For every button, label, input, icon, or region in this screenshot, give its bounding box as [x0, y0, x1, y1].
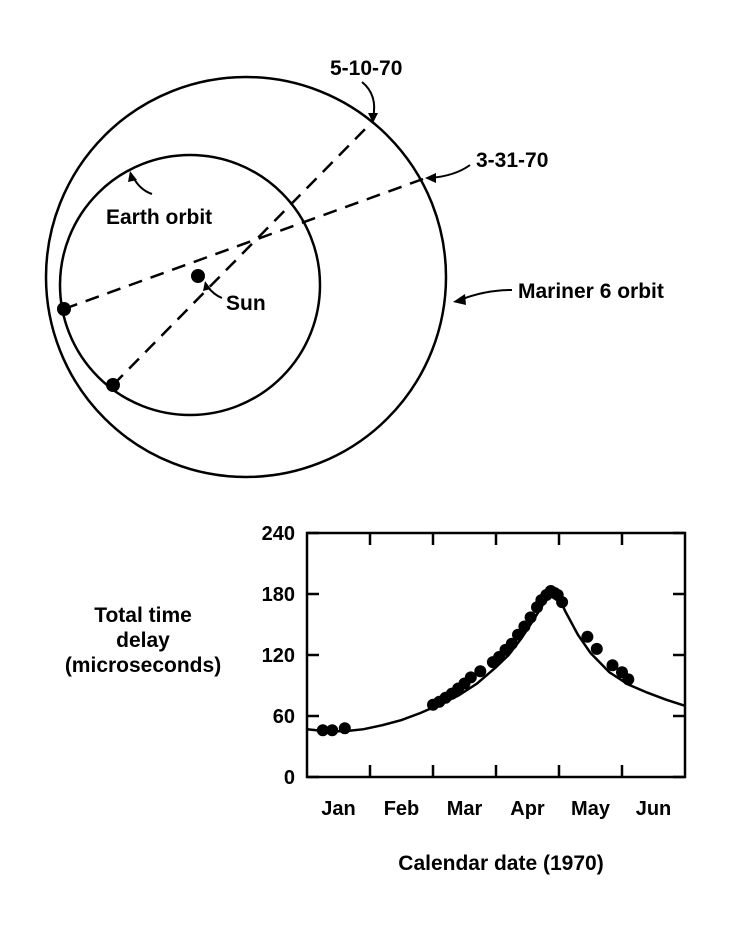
- data-point: [581, 630, 594, 643]
- arrowhead-sun: [203, 281, 211, 291]
- label-sun: Sun: [226, 292, 266, 315]
- y-axis-title: Total time delay (microseconds): [65, 604, 221, 677]
- data-point: [338, 722, 351, 735]
- x-tick-label-mar: Mar: [447, 798, 483, 820]
- y-tick-label: 0: [284, 767, 295, 789]
- data-point: [326, 724, 339, 737]
- earth-position-1: [57, 302, 71, 316]
- data-point: [316, 724, 329, 737]
- x-tick-label-apr: Apr: [510, 798, 545, 820]
- label-3-31-70: 3-31-70: [476, 149, 548, 172]
- data-point: [622, 673, 635, 686]
- data-point: [590, 642, 603, 655]
- arrowhead-mariner-orbit: [453, 294, 466, 305]
- y-tick-label: 120: [262, 645, 295, 667]
- arrow-5-10-70: [361, 81, 376, 119]
- y-axis-ticks: [307, 531, 685, 779]
- y-tick-label: 180: [262, 584, 295, 606]
- data-point: [464, 671, 477, 684]
- arrow-mariner-orbit: [459, 289, 513, 301]
- data-point: [524, 611, 537, 624]
- arrowhead-earth-orbit: [128, 171, 137, 182]
- sightline-3-31-70: [63, 177, 424, 311]
- data-point: [518, 620, 531, 633]
- x-tick-label-jun: Jun: [636, 798, 672, 820]
- data-point: [512, 628, 524, 641]
- y-axis-tick-labels: 0 60 120 180 240: [262, 523, 295, 789]
- arrowhead-3-31-70: [425, 173, 436, 183]
- data-point: [505, 637, 518, 650]
- measured-points: [316, 585, 635, 737]
- x-tick-label-feb: Feb: [384, 798, 420, 820]
- y-tick-label: 60: [273, 706, 295, 728]
- time-delay-chart: 0 60 120 180 240 Jan Feb Mar Apr May Jun Total ti…: [65, 523, 687, 875]
- orbit-diagram: 5-10-70 3-31-70 Earth orbit Mariner 6 or…: [44, 57, 664, 479]
- x-axis-title: Calendar date (1970): [398, 852, 603, 875]
- y-tick-label: 240: [262, 523, 295, 545]
- arrowhead-5-10-70: [368, 113, 378, 123]
- data-point: [556, 596, 569, 609]
- x-tick-label-jan: Jan: [321, 798, 355, 820]
- x-tick-label-may: May: [571, 798, 611, 820]
- mariner-orbit-circle: [44, 75, 448, 479]
- x-axis-ticks: [368, 533, 624, 777]
- data-point: [606, 659, 619, 672]
- label-earth-orbit: Earth orbit: [106, 206, 212, 229]
- label-mariner-orbit: Mariner 6 orbit: [518, 280, 664, 303]
- earth-orbit-circle: [58, 153, 322, 417]
- label-5-10-70: 5-10-70: [330, 57, 402, 80]
- sun-dot: [191, 269, 205, 283]
- x-axis-tick-labels: Jan Feb Mar Apr May Jun: [321, 798, 671, 820]
- sightline-5-10-70: [112, 120, 374, 386]
- data-point: [474, 665, 487, 678]
- earth-position-2: [106, 378, 120, 392]
